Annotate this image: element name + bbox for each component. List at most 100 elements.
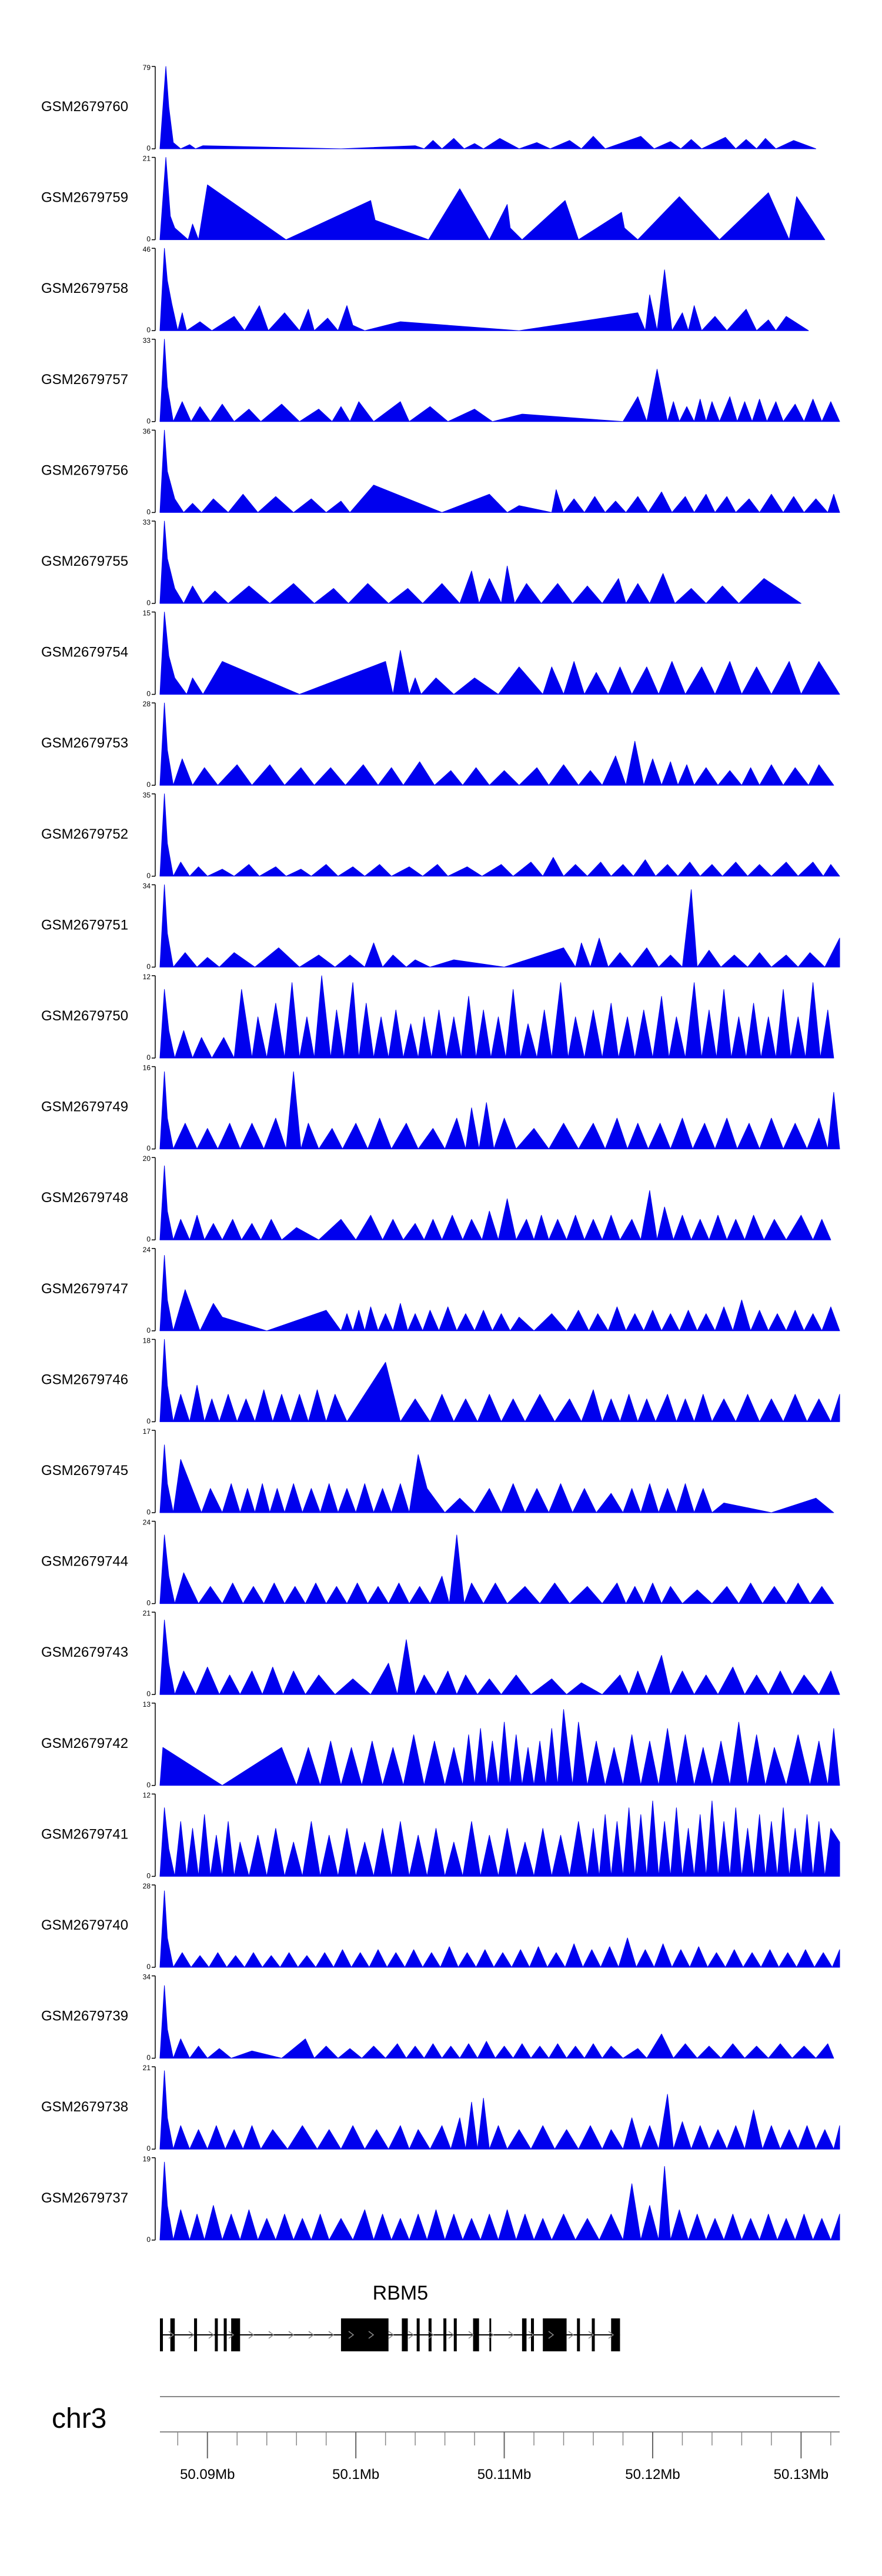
y-zero-label: 0	[146, 962, 151, 970]
sample-label: GSM2679749	[41, 1099, 128, 1115]
coverage-area	[159, 1165, 831, 1240]
sample-label: GSM2679753	[41, 735, 128, 751]
coverage-area	[159, 975, 834, 1059]
track-GSM2679755: GSM2679755 33 0	[41, 518, 801, 607]
gene-label: RBM5	[373, 2282, 428, 2304]
y-zero-label: 0	[146, 326, 151, 334]
track-GSM2679739: GSM2679739 34 0	[41, 1973, 834, 2062]
sample-label: GSM2679743	[41, 1644, 128, 1660]
sample-label: GSM2679759	[41, 190, 128, 206]
track-GSM2679744: GSM2679744 24 0	[41, 1519, 834, 1607]
strand-arrow	[328, 2331, 335, 2339]
x-tick-label: 50.09Mb	[180, 2467, 235, 2482]
coverage-area	[159, 702, 834, 786]
coverage-area	[159, 520, 801, 604]
sample-label: GSM2679744	[41, 1554, 128, 1570]
x-tick-label: 50.11Mb	[477, 2467, 532, 2482]
y-max-label: 15	[143, 609, 151, 618]
sample-label: GSM2679758	[41, 281, 128, 296]
x-tick-label: 50.1Mb	[332, 2467, 379, 2482]
y-zero-label: 0	[146, 2235, 151, 2244]
exon	[489, 2318, 492, 2351]
exon	[577, 2318, 580, 2351]
exon	[194, 2318, 198, 2351]
y-max-label: 46	[143, 245, 151, 253]
x-tick-label: 50.12Mb	[625, 2467, 680, 2482]
track-GSM2679752: GSM2679752 35 0	[41, 791, 840, 880]
coverage-area	[159, 1534, 834, 1604]
y-max-label: 33	[143, 518, 151, 526]
sample-label: GSM2679760	[41, 99, 128, 115]
y-max-label: 24	[143, 1519, 151, 1527]
y-max-label: 21	[143, 155, 151, 163]
track-GSM2679741: GSM2679741 12 0	[41, 1791, 840, 1880]
strand-arrow	[188, 2331, 195, 2339]
coverage-area	[159, 1985, 834, 2059]
sample-label: GSM2679748	[41, 1190, 128, 1206]
y-max-label: 35	[143, 791, 151, 799]
exon	[531, 2318, 534, 2351]
coverage-area	[159, 1709, 840, 1786]
coverage-area	[159, 1339, 840, 1422]
coverage-area	[159, 1800, 840, 1877]
y-max-label: 33	[143, 336, 151, 345]
gene-exons	[160, 2318, 620, 2351]
strand-arrow	[428, 2331, 435, 2339]
coverage-tracks: GSM2679760790GSM2679759210GSM2679758460G…	[41, 64, 840, 2244]
exon	[170, 2318, 175, 2351]
strand-arrow	[488, 2331, 495, 2339]
sample-label: GSM2679751	[41, 917, 128, 933]
coverage-area	[159, 1255, 840, 1332]
sample-label: GSM2679738	[41, 2099, 128, 2115]
x-tick-label: 50.13Mb	[774, 2467, 828, 2482]
coverage-area	[159, 429, 840, 513]
exon	[223, 2318, 227, 2351]
y-max-label: 18	[143, 1336, 151, 1344]
coverage-area	[159, 793, 840, 877]
sample-label: GSM2679752	[41, 826, 128, 842]
coverage-area	[159, 2070, 840, 2150]
track-GSM2679756: GSM2679756 36 0	[41, 427, 840, 516]
strand-arrow	[168, 2331, 175, 2339]
track-GSM2679754: GSM2679754 15 0	[41, 609, 840, 698]
track-GSM2679759: GSM2679759 21 0	[41, 155, 826, 243]
gene-model-track: RBM5	[160, 2282, 620, 2351]
y-zero-label: 0	[146, 2054, 151, 2062]
exon	[402, 2318, 408, 2351]
y-max-label: 34	[143, 882, 151, 890]
y-zero-label: 0	[146, 1144, 151, 1153]
coverage-area	[159, 66, 817, 149]
strand-arrow	[608, 2331, 614, 2339]
strand-arrow	[248, 2331, 255, 2339]
y-max-label: 34	[143, 1973, 151, 1981]
y-max-label: 21	[143, 2064, 151, 2072]
exon	[340, 2318, 389, 2351]
exon	[522, 2318, 527, 2351]
y-zero-label: 0	[146, 2144, 151, 2153]
sample-label: GSM2679757	[41, 372, 128, 388]
chromosome-axis-track: chr3 50.09Mb 50.1Mb 50.11Mb 50.12Mb 50.13Mb	[52, 2396, 840, 2482]
track-GSM2679757: GSM2679757 33 0	[41, 336, 840, 425]
track-GSM2679751: GSM2679751 34 0	[41, 882, 840, 970]
sample-label: GSM2679742	[41, 1736, 128, 1751]
y-zero-label: 0	[146, 508, 151, 516]
y-zero-label: 0	[146, 690, 151, 698]
y-zero-label: 0	[146, 780, 151, 789]
coverage-area	[159, 1890, 840, 1968]
y-max-label: 12	[143, 973, 151, 981]
exon	[473, 2318, 479, 2351]
y-zero-label: 0	[146, 1599, 151, 1607]
sample-label: GSM2679741	[41, 1826, 128, 1842]
sample-label: GSM2679750	[41, 1008, 128, 1024]
exon	[231, 2318, 240, 2351]
strand-arrow	[208, 2331, 215, 2339]
strand-arrow	[588, 2331, 594, 2339]
track-GSM2679750: GSM2679750 12 0	[41, 973, 834, 1062]
y-zero-label: 0	[146, 872, 151, 880]
exon	[416, 2318, 420, 2351]
strand-arrow	[568, 2331, 574, 2339]
strand-arrow	[408, 2331, 415, 2339]
y-max-label: 28	[143, 700, 151, 708]
exon	[428, 2318, 432, 2351]
sample-label: GSM2679740	[41, 1917, 128, 1933]
